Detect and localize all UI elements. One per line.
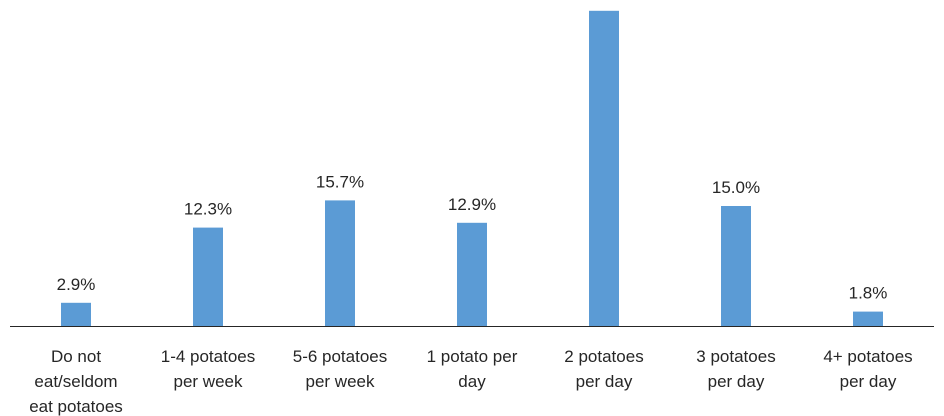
- category-label-2-line-0: 5-6 potatoes: [293, 347, 388, 366]
- category-label-0-line-1: eat/seldom: [34, 372, 117, 391]
- category-label-5-line-0: 3 potatoes: [696, 347, 775, 366]
- category-label-3: 1 potato per day: [427, 347, 518, 391]
- category-label-2-line-1: per week: [306, 372, 375, 391]
- category-label-5: 3 potatoes per day: [696, 347, 775, 391]
- bar-0: [61, 302, 91, 326]
- data-label-3: 12.9%: [448, 195, 496, 214]
- data-label-5: 15.0%: [712, 178, 760, 197]
- category-label-6: 4+ potatoes per day: [823, 347, 912, 391]
- category-label-0-line-2: eat potatoes: [29, 397, 123, 416]
- data-label-0: 2.9%: [57, 275, 96, 294]
- bar-3: [457, 222, 487, 326]
- category-label-0: Do not eat/seldom eat potatoes: [29, 347, 123, 416]
- category-label-0-line-0: Do not: [51, 347, 101, 366]
- bar-4: [589, 10, 619, 327]
- bars-group: [61, 10, 883, 327]
- category-label-1-line-1: per week: [174, 372, 243, 391]
- category-label-6-line-1: per day: [840, 372, 897, 391]
- data-label-2: 15.7%: [316, 172, 364, 191]
- category-label-4-line-0: 2 potatoes: [564, 347, 643, 366]
- bar-6: [853, 311, 883, 326]
- category-label-6-line-0: 4+ potatoes: [823, 347, 912, 366]
- category-label-5-line-1: per day: [708, 372, 765, 391]
- category-label-2: 5-6 potatoes per week: [293, 347, 388, 391]
- category-label-1: 1-4 potatoes per week: [161, 347, 256, 391]
- bar-5: [721, 206, 751, 326]
- category-label-4: 2 potatoes per day: [564, 347, 643, 391]
- category-label-3-line-0: 1 potato per: [427, 347, 518, 366]
- category-label-4-line-1: per day: [576, 372, 633, 391]
- data-label-4: 39.4%: [580, 0, 628, 2]
- bar-2: [325, 200, 355, 326]
- data-label-6: 1.8%: [849, 284, 888, 303]
- data-label-1: 12.3%: [184, 200, 232, 219]
- category-label-3-line-1: day: [458, 372, 486, 391]
- bar-1: [193, 227, 223, 326]
- category-label-1-line-0: 1-4 potatoes: [161, 347, 256, 366]
- data-labels-group: 2.9% 12.3% 15.7% 12.9% 39.4% 15.0% 1.8%: [57, 0, 888, 303]
- category-labels-group: Do not eat/seldom eat potatoes 1-4 potatoes…: [29, 347, 912, 416]
